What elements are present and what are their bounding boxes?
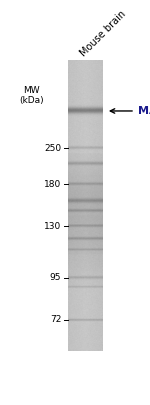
- Text: 130: 130: [44, 222, 61, 231]
- Text: 72: 72: [50, 315, 61, 324]
- Text: MW
(kDa): MW (kDa): [19, 86, 44, 105]
- Text: Mouse brain: Mouse brain: [78, 9, 128, 58]
- Text: MAP2: MAP2: [138, 106, 150, 116]
- Text: 250: 250: [44, 144, 61, 153]
- Text: 95: 95: [50, 273, 61, 282]
- Text: 180: 180: [44, 180, 61, 189]
